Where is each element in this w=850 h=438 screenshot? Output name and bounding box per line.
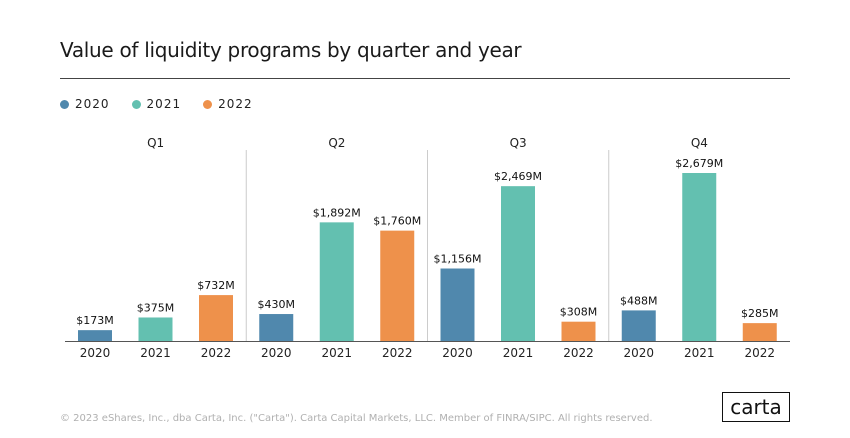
quarter-label-Q4: Q4 [691,136,708,150]
bar-Q4-2022 [742,323,777,341]
bar-Q4-2020 [621,310,656,341]
x-tick-label: 2020 [261,346,292,360]
legend-label: 2021 [146,97,182,111]
x-tick-label: 2020 [442,346,473,360]
x-tick-label: 2021 [140,346,171,360]
bar-Q1-2021 [138,317,173,341]
data-label: $308M [560,306,598,319]
carta-logo: carta [722,392,790,422]
data-label: $1,156M [434,253,482,266]
x-tick-label: 2021 [684,346,715,360]
bar-Q2-2022 [380,230,415,341]
legend-swatch-2022 [203,99,213,109]
bar-Q2-2020 [259,314,294,341]
legend-swatch-2021 [131,99,141,109]
data-label: $2,469M [494,170,542,183]
data-label: $430M [258,298,296,311]
quarter-label-Q2: Q2 [328,136,345,150]
bar-Q1-2022 [199,295,233,341]
x-tick-label: 2021 [503,346,534,360]
legend-item-2021: 2021 [131,97,182,111]
data-label: $488M [620,294,658,307]
legend-item-2022: 2022 [203,97,253,111]
x-tick-label: 2022 [563,346,594,360]
bar-Q3-2020 [440,268,475,341]
copyright-footer: © 2023 eShares, Inc., dba Carta, Inc. ("… [60,413,653,424]
x-tick-label: 2022 [744,346,775,360]
legend: 2020 2021 2022 [60,97,253,111]
data-label: $732M [197,279,235,292]
x-tick-label: 2022 [201,346,232,360]
legend-item-2020: 2020 [60,97,110,111]
bar-Q1-2020 [78,330,112,341]
data-label: $1,760M [373,215,421,228]
chart-title: Value of liquidity programs by quarter a… [60,38,522,62]
data-label: $173M [76,314,114,327]
data-label: $285M [741,307,779,320]
data-label: $1,892M [313,206,361,219]
bar-Q3-2022 [561,321,596,341]
title-divider [60,78,790,79]
x-tick-label: 2021 [321,346,352,360]
legend-swatch-2020 [60,99,69,109]
logo-text: carta [730,395,782,419]
bar-Q2-2021 [319,222,354,341]
bar-Q3-2021 [501,186,535,341]
quarter-label-Q1: Q1 [147,136,164,150]
x-tick-label: 2020 [80,346,111,360]
legend-label: 2020 [75,97,110,111]
bar-Q4-2021 [682,173,717,341]
legend-label: 2022 [218,97,253,111]
data-label: $2,679M [675,157,723,170]
x-tick-label: 2022 [382,346,413,360]
quarter-label-Q3: Q3 [510,136,527,150]
data-label: $375M [137,301,175,314]
x-tick-label: 2020 [623,346,654,360]
